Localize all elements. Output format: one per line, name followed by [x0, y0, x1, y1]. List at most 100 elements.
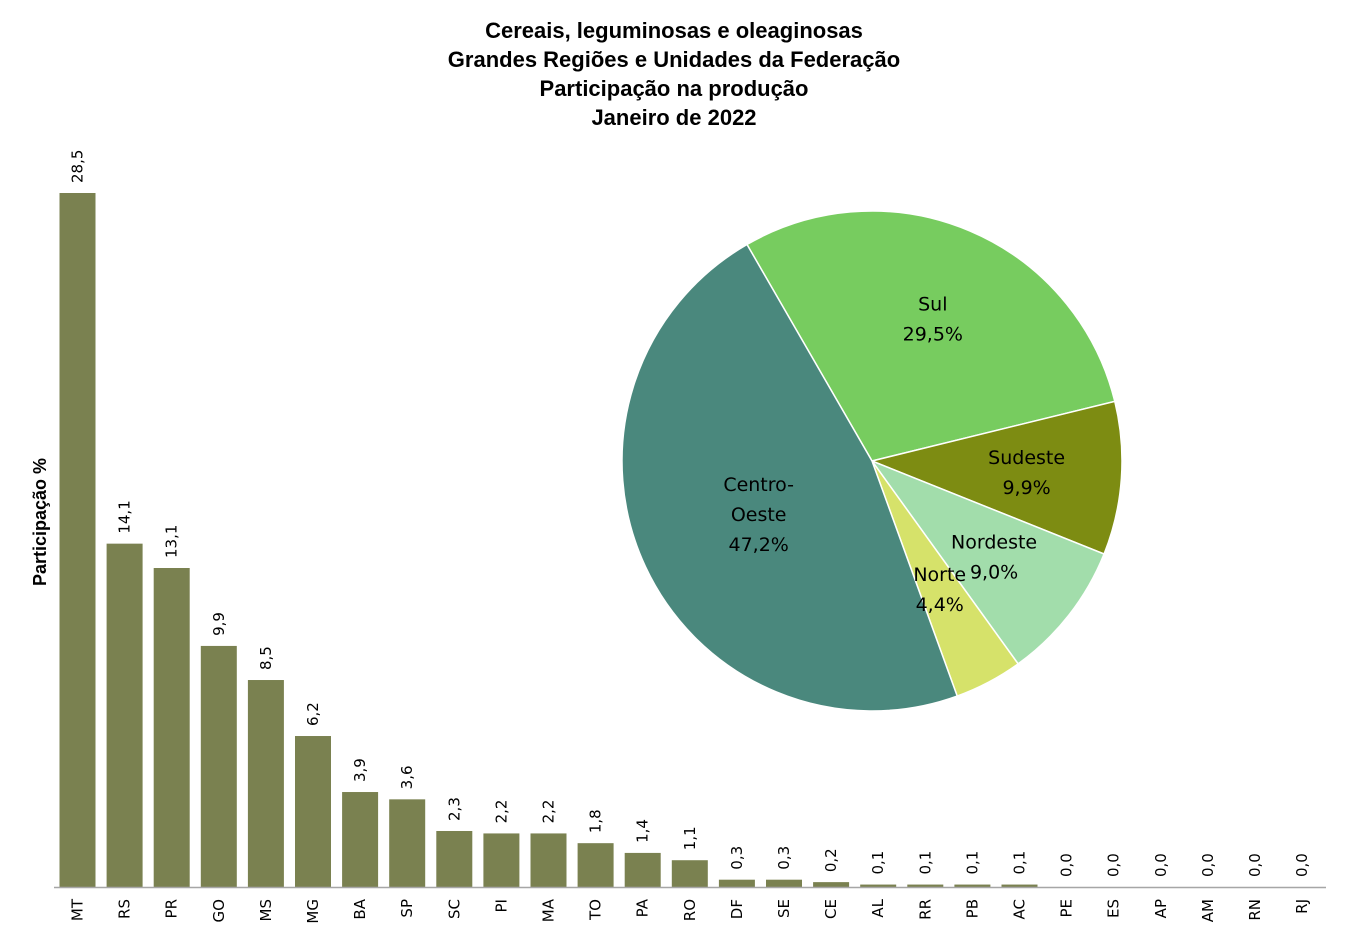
bar-ro [671, 860, 708, 887]
chart-title: Cereais, leguminosas e oleaginosas Grande… [448, 18, 900, 130]
x-tick-label: CE [822, 899, 840, 919]
x-tick-label: SC [445, 899, 463, 919]
bar-value-label: 0,0 [1105, 853, 1123, 877]
x-tick-label: RN [1246, 899, 1264, 921]
chart-title-line: Janeiro de 2022 [591, 105, 756, 130]
x-tick-label: PB [963, 899, 981, 918]
x-tick-label: MT [69, 898, 87, 921]
bar-ba [342, 792, 379, 887]
bar-mg [295, 736, 331, 887]
pie-label: Sul [918, 293, 947, 315]
x-tick-label: RS [116, 899, 134, 919]
bar-value-label: 0,3 [728, 846, 746, 870]
pie-slice-sul [745, 210, 1116, 462]
bar-sc [436, 830, 473, 887]
x-tick-label: DF [728, 899, 746, 919]
pie-label: 9,0% [970, 562, 1018, 584]
bar-value-label: 3,6 [398, 765, 416, 789]
pie-chart [621, 210, 1123, 712]
x-tick-label: GO [210, 899, 228, 922]
bar-value-label: 2,2 [492, 800, 510, 824]
bar-series [59, 193, 1038, 887]
bar-sp [389, 799, 426, 887]
x-tick-label: AM [1199, 899, 1217, 922]
bar-value-label: 13,1 [163, 525, 181, 558]
x-tick-label: SE [775, 899, 793, 918]
bar-pi [483, 833, 520, 887]
bar-al [860, 884, 897, 887]
bar-df [718, 879, 755, 887]
pie-label: 47,2% [728, 534, 788, 556]
x-tick-label: RO [681, 899, 699, 921]
x-tick-label: PE [1058, 899, 1076, 918]
bar-value-label: 14,1 [116, 500, 134, 533]
bar-value-label: 0,3 [775, 846, 793, 870]
x-tick-label: PA [634, 898, 652, 917]
x-tick-label: AP [1152, 899, 1170, 918]
bar-value-label: 0,1 [963, 851, 981, 875]
bar-se [766, 879, 802, 887]
x-tick-label: MG [304, 899, 322, 924]
bar-rs [106, 543, 143, 887]
bar-value-label: 9,9 [210, 612, 228, 636]
chart-title-line: Cereais, leguminosas e oleaginosas [485, 18, 863, 43]
bar-ma [530, 833, 567, 887]
bar-value-label: 0,0 [1293, 853, 1311, 877]
pie-label: Sudeste [988, 447, 1065, 469]
bar-value-label: 0,0 [1058, 853, 1076, 877]
bar-ce [813, 882, 850, 887]
bar-value-label: 2,3 [445, 797, 463, 821]
x-tick-label: PR [163, 899, 181, 918]
bar-value-label: 1,8 [587, 809, 605, 833]
x-tick-label: BA [351, 898, 369, 919]
bar-value-label: 1,1 [681, 826, 699, 850]
bar-value-labels: 28,5 14,1 13,1 9,9 8,5 6,2 3,9 3,6 2,3 2,2 2,2 1,8 1… [69, 150, 1312, 877]
pie-label: 4,4% [916, 594, 964, 616]
pie-label: Norte [913, 564, 966, 586]
bar-value-label: 1,4 [634, 819, 652, 843]
bar-value-label: 3,9 [351, 758, 369, 782]
bar-to [577, 843, 614, 887]
bar-value-label: 0,0 [1152, 853, 1170, 877]
x-tick-label: PI [492, 899, 510, 912]
chart-title-line: Grandes Regiões e Unidades da Federação [448, 47, 900, 72]
pie-label: 29,5% [903, 323, 963, 345]
bar-value-label: 2,2 [540, 800, 558, 824]
x-tick-label: RJ [1293, 899, 1311, 914]
chart-title-line: Participação na produção [540, 76, 809, 101]
bar-value-label: 6,2 [304, 702, 322, 726]
x-tick-label: RR [916, 899, 934, 920]
bar-value-label: 8,5 [257, 646, 275, 670]
bar-value-label: 28,5 [69, 150, 87, 183]
x-tick-label: AC [1011, 899, 1029, 919]
bar-value-label: 0,1 [916, 851, 934, 875]
pie-slice-nordeste [869, 459, 1106, 665]
pie-label: Nordeste [951, 532, 1037, 554]
x-tick-label: TO [587, 899, 605, 921]
bar-value-label: 0,0 [1199, 853, 1217, 877]
bar-ms [247, 680, 284, 887]
bar-value-label: 0,1 [869, 851, 887, 875]
pie-slice-centro-oeste [621, 243, 959, 712]
bar-ac [1001, 884, 1038, 887]
y-axis-label: Participação % [30, 458, 50, 586]
x-tick-labels: MT RS PR GO MS MG BA SP SC PI MA TO PA RO DF SE CE AL RR PB… [69, 898, 1312, 923]
bar-go [200, 645, 237, 887]
y-axis-label-group: Participação % [30, 458, 50, 586]
bar-value-label: 0,0 [1246, 853, 1264, 877]
x-tick-label: AL [869, 898, 887, 917]
x-tick-label: MA [540, 898, 558, 922]
pie-label: Oeste [731, 504, 787, 526]
bar-pa [624, 852, 661, 887]
bar-value-label: 0,2 [822, 848, 840, 872]
pie-label: 9,9% [1002, 477, 1050, 499]
x-tick-label: ES [1105, 899, 1123, 918]
pie-label: Centro- [723, 474, 794, 496]
bar-value-label: 0,1 [1011, 851, 1029, 875]
x-tick-label: SP [398, 899, 416, 918]
bar-pb [954, 884, 991, 887]
bar-pr [153, 568, 190, 887]
pie-slice-sudeste [869, 400, 1123, 555]
x-tick-label: MS [257, 899, 275, 921]
